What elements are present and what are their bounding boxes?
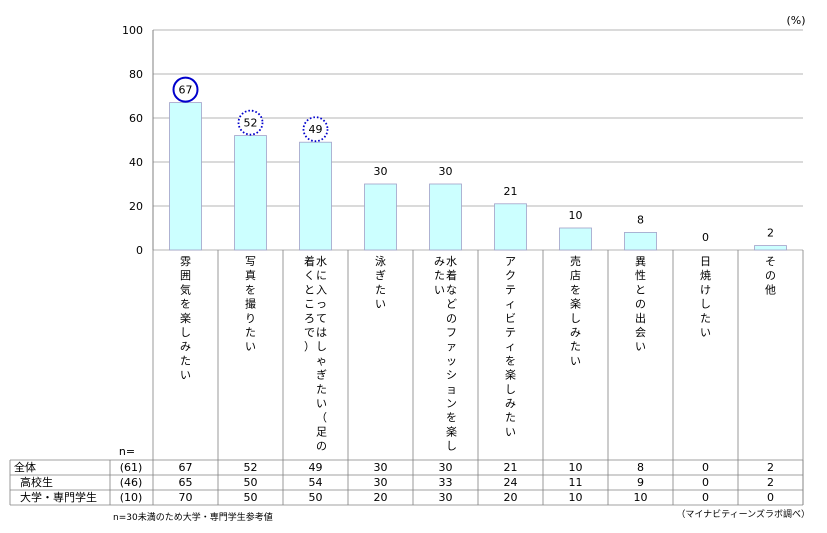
table-cell: 49 <box>309 461 323 474</box>
category-label: 異性との出会い <box>635 255 646 353</box>
table-cell: 0 <box>702 476 709 489</box>
value-label: 10 <box>569 209 583 222</box>
bar <box>754 245 787 251</box>
table-cell: 20 <box>504 491 518 504</box>
category-label: 売店を楽しみたい <box>570 255 581 367</box>
category-label: 水に入ってはしゃぎたい（足の着くところで） <box>304 254 327 453</box>
table-cell: 2 <box>767 476 774 489</box>
table-row-label: 全体 <box>14 460 36 474</box>
value-label: 8 <box>637 213 644 226</box>
table-cell: 30 <box>374 476 388 489</box>
table-row-n: (10) <box>120 491 143 504</box>
value-label: 30 <box>374 165 388 178</box>
table-cell: 11 <box>569 476 583 489</box>
table-cell: 30 <box>439 461 453 474</box>
y-tick-label: 80 <box>129 68 143 81</box>
sample-size-note: n=30未満のため大学・専門学生参考値 <box>113 511 273 523</box>
table-cell: 10 <box>569 491 583 504</box>
category-label: アクティビティを楽しみたい <box>505 255 516 438</box>
bar <box>169 102 202 251</box>
highlight-circle <box>237 109 264 136</box>
category-label: 雰囲気を楽しみたい <box>180 255 191 382</box>
value-labels: 67 52 49 30 30 21 10 8 0 2 <box>172 76 774 244</box>
table-cell: 33 <box>439 476 453 489</box>
value-label: 52 <box>244 117 258 130</box>
bar <box>494 203 527 251</box>
table-cell: 30 <box>439 491 453 504</box>
table-cell: 50 <box>309 491 323 504</box>
value-label: 21 <box>504 185 518 198</box>
table-cell: 50 <box>244 476 258 489</box>
table-cell: 8 <box>637 461 644 474</box>
bar <box>559 227 592 251</box>
value-label: 67 <box>179 84 193 97</box>
source-note: （マイナビティーンズラボ調べ） <box>676 508 810 520</box>
table-cell: 2 <box>767 461 774 474</box>
table-cell: 0 <box>702 461 709 474</box>
bar <box>299 141 332 251</box>
bar <box>364 183 397 251</box>
table-cell: 20 <box>374 491 388 504</box>
unit-label: (%) <box>786 14 805 27</box>
table-row-n: (61) <box>120 461 143 474</box>
category-label: 写真を撮りたい <box>245 255 256 353</box>
bar <box>234 135 267 251</box>
table-cell: 21 <box>504 461 518 474</box>
category-label: その他 <box>765 255 776 296</box>
table-cell: 50 <box>244 491 258 504</box>
table-cell: 67 <box>179 461 193 474</box>
table-cell: 30 <box>374 461 388 474</box>
value-label: 2 <box>767 227 774 240</box>
table-n-label: n= <box>119 445 135 458</box>
table-cell: 52 <box>244 461 258 474</box>
table-row-label: 高校生 <box>20 475 53 489</box>
table-cell: 24 <box>504 476 518 489</box>
value-label: 30 <box>439 165 453 178</box>
table-cell: 54 <box>309 476 323 489</box>
y-tick-label: 60 <box>129 112 143 125</box>
value-label: 49 <box>309 123 323 136</box>
category-label: 日焼けしたい <box>700 255 711 339</box>
category-labels: 雰囲気を楽しみたい 写真を撮りたい 水に入ってはしゃぎたい（足の着くところで） 泳ぎた… <box>152 250 804 505</box>
category-label: 泳ぎたい <box>375 254 386 311</box>
bar <box>429 183 462 251</box>
table-cell: 10 <box>634 491 648 504</box>
category-label: 水着などのファッションを楽しみたい <box>434 255 457 453</box>
bars <box>169 102 787 251</box>
y-axis: 0 20 40 60 80 100 <box>122 24 154 257</box>
table-cell: 0 <box>702 491 709 504</box>
y-tick-label: 20 <box>129 200 143 213</box>
table-cell: 0 <box>767 491 774 504</box>
highlight-circle <box>302 116 329 143</box>
value-label: 0 <box>702 231 709 244</box>
table-cell: 10 <box>569 461 583 474</box>
table-row-n: (46) <box>120 476 143 489</box>
bar <box>624 231 657 251</box>
highlight-circle <box>172 76 199 103</box>
table-cell: 70 <box>179 491 193 504</box>
y-tick-label: 100 <box>122 24 143 37</box>
table-cell: 9 <box>637 476 644 489</box>
y-tick-label: 40 <box>129 156 143 169</box>
table-cell: 65 <box>179 476 193 489</box>
table-row-label: 大学・専門学生 <box>20 490 97 504</box>
y-tick-label: 0 <box>136 244 143 257</box>
